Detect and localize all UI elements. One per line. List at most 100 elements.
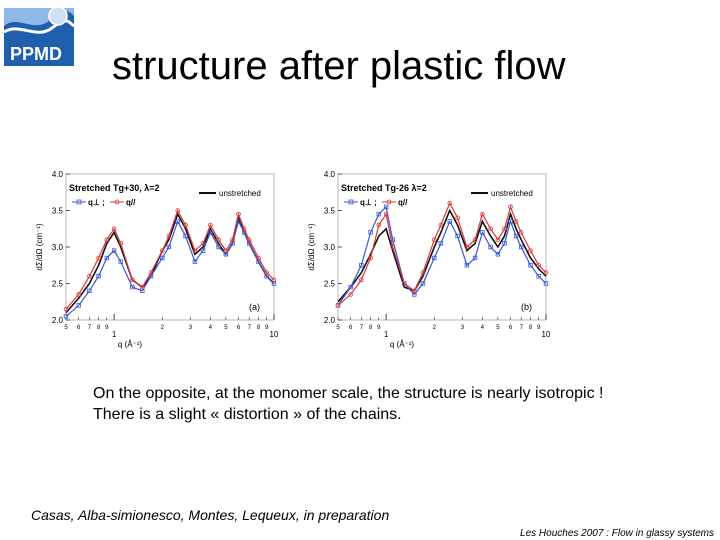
data-point-q_perp [376,211,382,217]
data-point-q_perp [96,274,101,279]
x-minor-tick-label: 6 [237,325,241,331]
data-point-q_perp [359,263,364,268]
x-minor-tick-label: 5 [224,325,228,331]
data-point-q_perp [508,219,513,224]
data-point-q_par [543,270,549,275]
y-tick-label: 4.0 [324,170,336,179]
data-point-q_perp [480,230,485,235]
data-point-q_par [241,226,247,232]
data-point-q_par [175,208,181,213]
x-axis-label: q (Å⁻¹) [118,340,143,349]
x-minor-tick-label: 6 [509,325,513,331]
y-tick-label: 3.0 [52,243,64,252]
data-point-q_perp [488,244,493,250]
data-point-q_par [536,262,541,268]
data-point-q_par [63,306,69,312]
data-point-q_par [348,292,353,297]
series-line-unstretched [337,208,547,303]
data-point-q_par [130,277,135,283]
x-minor-tick-label: 5 [336,325,340,331]
data-point-q_par [431,237,437,242]
legend-label-par: q// [126,198,136,207]
data-point-q_par [513,219,519,224]
legend-label-unstretched: unstretched [491,189,533,198]
x-minor-tick-label: 5 [64,325,68,331]
data-point-q_par [518,230,524,235]
legend: q⊥ ; q// unstretched [344,189,533,207]
data-point-q_par [390,244,396,250]
data-point-q_perp [464,263,470,268]
data-point-q_par [104,237,110,242]
x-minor-tick-label: 6 [349,325,353,331]
data-point-q_par [111,226,117,232]
data-point-q_par [96,255,101,261]
data-point-q_par [246,237,252,242]
data-point-q_par [139,284,145,290]
y-tick-label: 3.5 [324,207,336,216]
data-point-q_perp [216,244,221,250]
x-minor-tick-label: 9 [537,325,541,331]
caption-line-1: On the opposite, at the monomer scale, t… [93,385,604,402]
data-point-q_perp [200,248,206,253]
x-minor-tick-label: 6 [77,325,81,331]
slide-title: structure after plastic flow [112,44,566,88]
data-point-q_perp [536,274,541,279]
data-point-q_par [472,237,478,242]
x-minor-tick-label: 9 [377,325,381,331]
x-minor-tick-label: 8 [257,325,261,331]
data-point-q_par [256,255,261,261]
y-tick-label: 2.0 [324,316,336,325]
data-point-q_perp [183,233,188,239]
y-axis-label: dΣ/dΩ (cm⁻¹) [35,223,44,270]
legend-marker-par [114,199,120,205]
data-point-q_par [447,200,453,206]
panel-label: (b) [521,302,532,312]
data-point-q_perp [472,255,478,261]
legend-label-par: q// [398,198,408,207]
x-minor-tick-label: 4 [481,325,485,331]
data-point-q_par [420,270,426,275]
data-point-q_par [192,248,198,253]
data-point-q_par [411,288,417,294]
x-minor-tick-label: 9 [265,325,269,331]
data-point-q_perp [192,259,198,264]
data-point-q_perp [455,233,460,239]
data-point-q_par [455,215,460,221]
data-point-q_par [383,211,389,217]
x-minor-tick-label: 7 [248,325,252,331]
data-point-q_par [230,237,235,242]
data-point-q_perp [348,284,353,290]
x-minor-tick-label: 7 [520,325,524,331]
data-point-q_par [236,211,241,217]
series-line-q_par [65,209,275,310]
data-point-q_par [495,237,501,242]
data-point-q_par [148,270,154,275]
data-point-q_perp [543,281,549,286]
series-line-q_par [337,201,547,306]
data-point-q_perp [368,230,373,235]
data-point-q_perp [87,288,92,293]
legend-heading: Stretched Tg-26 λ=2 [341,183,427,193]
data-point-q_par [438,222,444,228]
legend-marker-perp [76,199,82,205]
data-point-q_par [271,277,277,283]
data-point-q_perp [438,241,444,246]
x-minor-tick-label: 3 [189,325,193,331]
data-point-q_perp [175,219,180,224]
chart-panel-a: 2.0 2.5 3.0 3.5 4.0 5 6 7 8 9 2 3 4 5 6 7 8 9 1 10 q (Å⁻¹) dΣ… [30,160,290,350]
data-point-q_par [87,273,92,279]
x-major-tick-label: 10 [270,330,279,339]
data-point-q_par [464,244,470,250]
x-minor-tick-label: 3 [461,325,465,331]
data-point-q_par [488,226,493,232]
data-point-q_par [376,222,382,228]
x-minor-tick-label: 7 [88,325,92,331]
legend-label-unstretched: unstretched [219,189,261,198]
series-line-q_perp [337,205,547,306]
data-point-q_perp [111,248,117,253]
x-minor-tick-label: 8 [97,325,101,331]
x-minor-tick-label: 8 [369,325,373,331]
data-point-q_par [335,303,341,308]
data-point-q_par [166,233,172,239]
data-point-q_par [264,270,269,275]
